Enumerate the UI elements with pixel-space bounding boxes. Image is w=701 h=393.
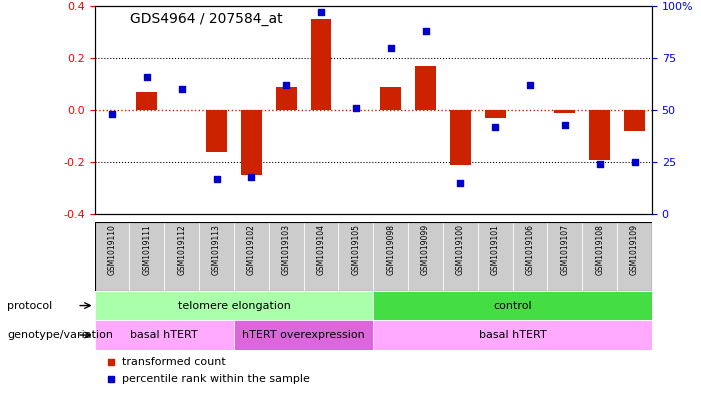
Text: basal hTERT: basal hTERT: [479, 330, 547, 340]
Bar: [95, 291, 373, 320]
Point: [559, 121, 571, 128]
Point: [519, 116, 531, 123]
Point: [211, 176, 222, 182]
Text: GSM1019101: GSM1019101: [491, 224, 500, 275]
Bar: [268, 222, 304, 291]
Text: GSM1019108: GSM1019108: [595, 224, 604, 275]
Bar: [624, 110, 645, 131]
Bar: [234, 222, 268, 291]
Bar: [554, 110, 576, 113]
Bar: [339, 222, 373, 291]
Text: GSM1019112: GSM1019112: [177, 224, 186, 275]
Text: GSM1019104: GSM1019104: [317, 224, 325, 275]
Text: percentile rank within the sample: percentile rank within the sample: [123, 374, 311, 384]
Text: GSM1019102: GSM1019102: [247, 224, 256, 275]
Point: [519, 277, 531, 283]
Text: GSM1019105: GSM1019105: [351, 224, 360, 275]
Text: protocol: protocol: [7, 301, 53, 310]
Bar: [373, 291, 652, 320]
Text: control: control: [494, 301, 532, 310]
Bar: [95, 222, 130, 291]
Point: [385, 44, 396, 51]
Bar: [415, 66, 436, 110]
Point: [176, 86, 187, 92]
Bar: [583, 222, 617, 291]
Text: GSM1019113: GSM1019113: [212, 224, 221, 275]
Text: basal hTERT: basal hTERT: [130, 330, 198, 340]
Bar: [590, 110, 610, 160]
Text: GSM1019107: GSM1019107: [560, 224, 569, 275]
Point: [315, 9, 327, 15]
Bar: [137, 92, 157, 110]
Point: [107, 111, 118, 118]
Text: GSM1019106: GSM1019106: [526, 224, 535, 275]
Text: transformed count: transformed count: [123, 356, 226, 367]
Text: GSM1019100: GSM1019100: [456, 224, 465, 275]
Bar: [408, 222, 443, 291]
Point: [524, 82, 536, 88]
Point: [489, 123, 501, 130]
Point: [142, 73, 153, 80]
Text: GSM1019109: GSM1019109: [630, 224, 639, 275]
Bar: [275, 86, 297, 110]
Point: [280, 82, 292, 88]
Point: [629, 159, 640, 165]
Bar: [443, 222, 478, 291]
Bar: [450, 110, 471, 165]
Text: GDS4964 / 207584_at: GDS4964 / 207584_at: [130, 12, 283, 26]
Text: genotype/variation: genotype/variation: [7, 330, 113, 340]
Point: [246, 174, 257, 180]
Text: GSM1019098: GSM1019098: [386, 224, 395, 275]
Text: GSM1019110: GSM1019110: [107, 224, 116, 275]
Point: [420, 28, 431, 34]
Bar: [164, 222, 199, 291]
Bar: [512, 222, 547, 291]
Bar: [311, 19, 332, 110]
Bar: [373, 320, 652, 350]
Bar: [95, 320, 234, 350]
Bar: [380, 86, 401, 110]
Bar: [234, 320, 374, 350]
Point: [350, 105, 362, 111]
Point: [594, 161, 605, 167]
Bar: [241, 110, 261, 175]
Bar: [130, 222, 164, 291]
Text: telomere elongation: telomere elongation: [177, 301, 290, 310]
Text: hTERT overexpression: hTERT overexpression: [243, 330, 365, 340]
Bar: [199, 222, 234, 291]
Text: GSM1019103: GSM1019103: [282, 224, 291, 275]
Bar: [547, 222, 583, 291]
Bar: [304, 222, 339, 291]
Text: GSM1019111: GSM1019111: [142, 224, 151, 275]
Bar: [206, 110, 227, 152]
Text: GSM1019099: GSM1019099: [421, 224, 430, 275]
Bar: [484, 110, 505, 118]
Point: [455, 180, 466, 186]
Bar: [617, 222, 652, 291]
Bar: [478, 222, 512, 291]
Bar: [373, 222, 408, 291]
